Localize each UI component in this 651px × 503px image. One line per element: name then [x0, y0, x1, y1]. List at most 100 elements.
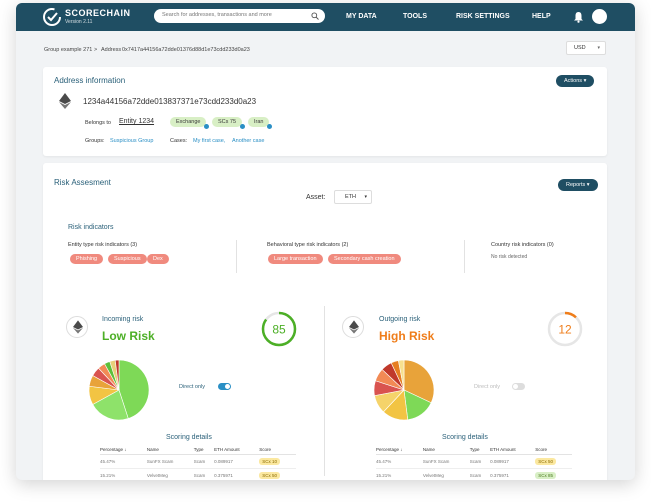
- search-input[interactable]: Search for addresses, transactions and m…: [154, 9, 325, 23]
- cell-name: SunFX Scam: [422, 454, 470, 469]
- cell-percentage: 45.47%: [100, 454, 147, 469]
- cell-type: Scam: [193, 454, 215, 469]
- cell-score: SCx 50: [535, 454, 572, 469]
- pie-slice[interactable]: [398, 359, 405, 391]
- country-indicators-title: Country risk indicators (0): [491, 242, 554, 248]
- bell-icon[interactable]: [573, 11, 584, 23]
- scorechain-logo-icon: [43, 8, 61, 26]
- cell-amount: 0.089917: [490, 454, 536, 469]
- tag-country: Iran: [248, 117, 273, 129]
- incoming-eth-badge: [66, 316, 88, 338]
- cell-name: VelvetMeg: [422, 468, 470, 480]
- ethereum-icon: [349, 320, 359, 334]
- chevron-down-icon: ▾: [597, 45, 600, 51]
- case-link-another[interactable]: Another case: [232, 138, 265, 144]
- brand-name: SCORECHAIN: [65, 8, 131, 18]
- table-row[interactable]: 45.47% SunFX Scam Scam 0.089917 SCx 50: [376, 454, 572, 469]
- ethereum-icon: [73, 320, 83, 334]
- score-badge: SCx 50: [535, 458, 557, 465]
- incoming-risk-label: Incoming risk: [102, 316, 144, 323]
- incoming-risk-pie: [88, 359, 150, 421]
- cell-type: Scam: [469, 454, 491, 469]
- incoming-risk-level: Low Risk: [102, 329, 155, 343]
- col-name: Name: [146, 445, 194, 455]
- check-icon: [267, 124, 273, 129]
- incoming-score-gauge: 85: [261, 311, 297, 347]
- asset-select[interactable]: ETH ▾: [334, 190, 372, 204]
- cell-score: SCx 10: [259, 454, 296, 469]
- behavioral-indicators-title: Behavioral type risk indicators (2): [267, 242, 349, 248]
- incoming-direct-label: Direct only: [179, 384, 205, 390]
- incoming-score-arc: [261, 311, 297, 347]
- cell-score: SCx 85: [535, 468, 572, 480]
- groups-label: Groups:: [85, 138, 105, 144]
- score-badge: SCx 10: [259, 458, 281, 465]
- risk-assessment-card: [43, 163, 607, 480]
- cell-name: VelvetMeg: [146, 468, 194, 480]
- cell-score: SCx 50: [259, 468, 296, 480]
- col-percentage[interactable]: Percentage ↓: [100, 445, 147, 455]
- indicator-suspicious: Suspicious: [108, 254, 147, 264]
- address-hash: 1234a44156a72dde013837371e73cdd233d0a23: [83, 97, 257, 106]
- table-header-row: Percentage ↓ Name Type ETH Amount Score: [376, 445, 572, 455]
- breadcrumb-separator: >: [94, 47, 98, 53]
- indicator-phishing: Phishing: [70, 254, 104, 264]
- cell-percentage: 15.21%: [376, 468, 423, 480]
- incoming-direct-toggle[interactable]: [218, 383, 231, 390]
- incoming-scoring-table: Percentage ↓ Name Type ETH Amount Score …: [100, 445, 296, 480]
- outgoing-direct-toggle[interactable]: [512, 383, 525, 390]
- outgoing-scoring-table: Percentage ↓ Name Type ETH Amount Score …: [376, 445, 572, 480]
- incoming-score-value: 85: [272, 323, 286, 337]
- check-icon: [204, 124, 210, 129]
- outgoing-score-arc: [547, 311, 583, 347]
- case-link-first[interactable]: My first case,: [193, 138, 226, 144]
- toggle-knob: [225, 384, 230, 389]
- score-badge: SCx 85: [535, 472, 557, 479]
- asset-label: Asset:: [306, 194, 326, 201]
- actions-button[interactable]: Actions ▾: [556, 75, 595, 87]
- nav-my-data[interactable]: MY DATA: [346, 13, 377, 20]
- pie-slice[interactable]: [118, 359, 150, 419]
- entity-link[interactable]: Entity 1234: [119, 118, 155, 125]
- currency-select[interactable]: USD ▾: [566, 41, 606, 55]
- search-placeholder: Search for addresses, transactions and m…: [162, 12, 272, 18]
- breadcrumb-address-label: Address: [101, 47, 122, 53]
- nav-risk-settings[interactable]: RISK SETTINGS: [456, 13, 510, 20]
- outgoing-eth-badge: [342, 316, 364, 338]
- nav-help[interactable]: HELP: [532, 13, 551, 20]
- col-score: Score: [259, 445, 296, 455]
- chevron-down-icon: ▾: [586, 182, 590, 188]
- brand-version: Version 2.11: [65, 19, 93, 25]
- table-row[interactable]: 15.21% VelvetMeg Scam 0.375971 SCx 50: [100, 468, 296, 480]
- tag-scs: SCs 75: [212, 117, 246, 129]
- indicator-large-transaction: Large transaction: [268, 254, 323, 264]
- pie-slice[interactable]: [92, 389, 129, 421]
- table-row[interactable]: 45.47% SunFX Scam Scam 0.089917 SCx 10: [100, 454, 296, 469]
- actions-label: Actions: [564, 78, 583, 84]
- nav-tools[interactable]: TOOLS: [403, 13, 427, 20]
- col-eth-amount: ETH Amount: [490, 445, 536, 455]
- pie-slice[interactable]: [403, 359, 435, 404]
- table-row[interactable]: 15.21% VelvetMeg Scam 0.375971 SCx 85: [376, 468, 572, 480]
- cell-type: Scam: [193, 468, 215, 480]
- entity-indicators-title: Entity type risk indicators (3): [68, 242, 138, 248]
- belongs-to-label: Belongs to: [85, 120, 111, 126]
- cell-name: SunFX Scam: [146, 454, 194, 469]
- tag-country-label: Iran: [254, 119, 264, 125]
- outgoing-risk-level: High Risk: [379, 329, 435, 343]
- cell-percentage: 15.21%: [100, 468, 147, 480]
- outgoing-score-value: 12: [558, 323, 572, 337]
- col-type: Type: [469, 445, 491, 455]
- group-link[interactable]: Suspicious Group: [110, 138, 154, 144]
- score-badge: SCx 50: [259, 472, 281, 479]
- cell-amount: 0.375971: [490, 468, 536, 480]
- breadcrumb-group[interactable]: Group example 271: [44, 47, 93, 53]
- search-icon[interactable]: [311, 12, 319, 20]
- currency-value: USD: [574, 45, 586, 51]
- cell-amount: 0.089917: [214, 454, 260, 469]
- reports-button[interactable]: Reports ▾: [558, 179, 598, 191]
- address-information-card: [43, 67, 607, 156]
- col-percentage[interactable]: Percentage ↓: [376, 445, 423, 455]
- avatar[interactable]: [592, 9, 607, 24]
- pie-slice[interactable]: [114, 359, 120, 391]
